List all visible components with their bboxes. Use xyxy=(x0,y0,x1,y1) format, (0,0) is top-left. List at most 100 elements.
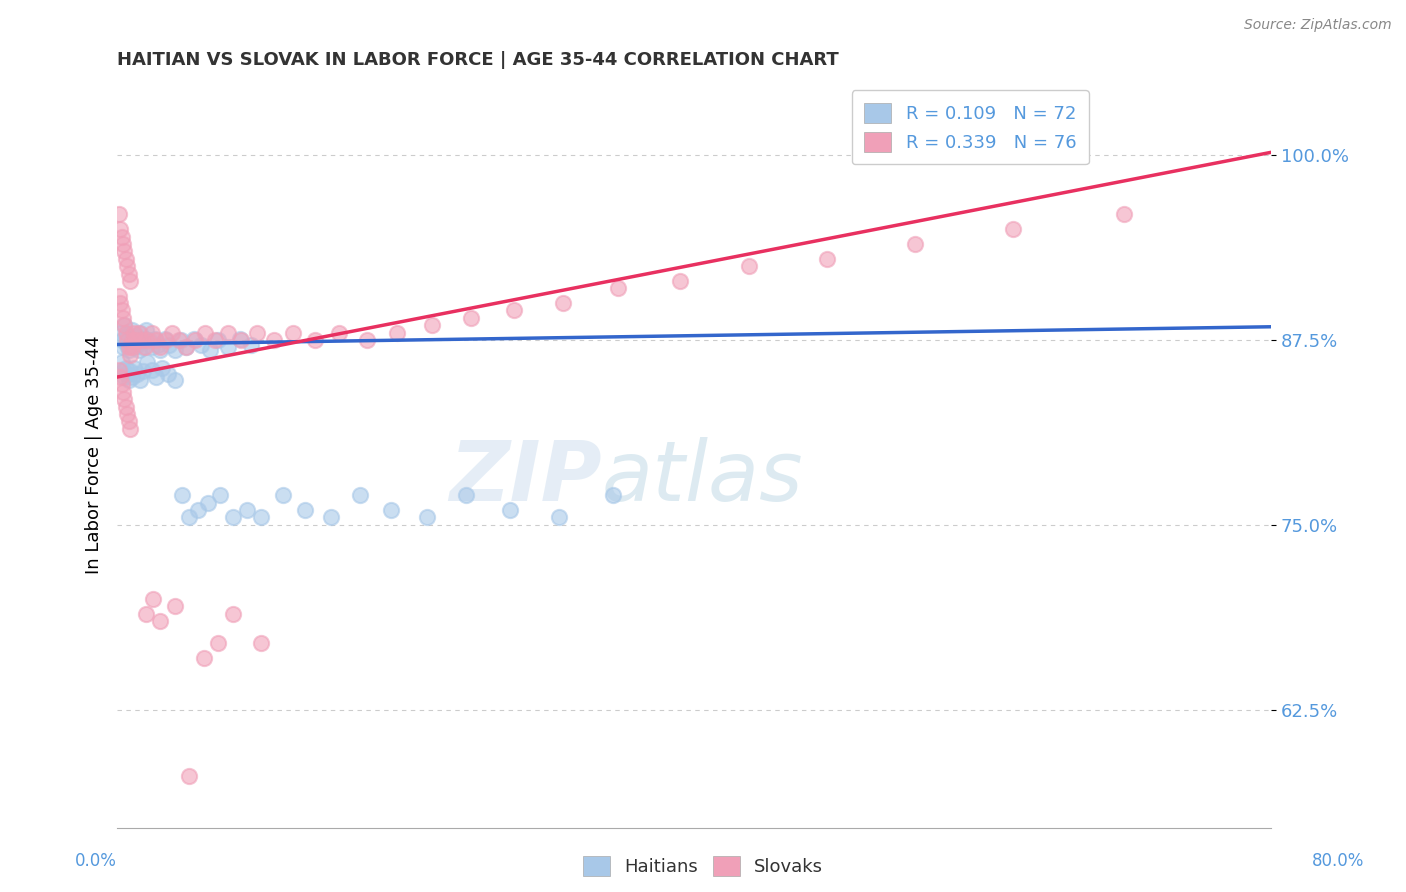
Point xyxy=(221,607,243,621)
Point xyxy=(125,328,148,343)
Point xyxy=(207,333,229,347)
Point xyxy=(124,341,146,355)
Point xyxy=(184,333,207,347)
Point xyxy=(179,769,201,783)
Point xyxy=(217,341,239,355)
Point xyxy=(131,333,153,347)
Point xyxy=(129,326,152,340)
Point xyxy=(197,496,219,510)
Legend: R = 0.109   N = 72, R = 0.339   N = 76: R = 0.109 N = 72, R = 0.339 N = 76 xyxy=(852,90,1090,164)
Point xyxy=(547,510,569,524)
Point xyxy=(110,229,132,244)
Point xyxy=(117,337,139,351)
Point xyxy=(111,310,134,325)
Point xyxy=(149,341,172,355)
Point xyxy=(198,343,221,358)
Point xyxy=(115,400,138,414)
Point xyxy=(115,328,138,343)
Point xyxy=(606,281,628,295)
Point xyxy=(738,259,761,273)
Point xyxy=(229,332,252,346)
Point xyxy=(120,364,142,378)
Point xyxy=(112,244,135,259)
Point xyxy=(163,343,186,358)
Point xyxy=(1001,222,1024,236)
Point xyxy=(904,237,927,252)
Point xyxy=(136,355,159,369)
Point xyxy=(271,488,294,502)
Point xyxy=(132,341,155,355)
Point xyxy=(145,333,167,347)
Point xyxy=(110,303,132,318)
Point xyxy=(131,333,153,347)
Point xyxy=(118,341,141,355)
Point xyxy=(108,326,131,340)
Point xyxy=(111,384,134,399)
Point xyxy=(231,333,253,347)
Point xyxy=(169,333,191,347)
Point xyxy=(157,337,180,351)
Point xyxy=(498,503,520,517)
Point xyxy=(121,323,143,337)
Point xyxy=(112,318,135,333)
Point xyxy=(108,370,131,384)
Point xyxy=(460,310,482,325)
Point xyxy=(110,355,132,369)
Point xyxy=(815,252,838,266)
Point xyxy=(176,341,198,355)
Text: 80.0%: 80.0% xyxy=(1312,852,1365,870)
Point xyxy=(134,332,156,346)
Point xyxy=(179,510,201,524)
Point xyxy=(1112,207,1135,221)
Point xyxy=(117,407,139,421)
Point xyxy=(120,348,142,362)
Point xyxy=(111,237,134,252)
Point xyxy=(150,361,173,376)
Point xyxy=(551,296,574,310)
Point xyxy=(190,337,212,351)
Point xyxy=(221,510,243,524)
Point xyxy=(187,503,209,517)
Point xyxy=(160,326,183,340)
Point xyxy=(145,370,167,384)
Text: HAITIAN VS SLOVAK IN LABOR FORCE | AGE 35-44 CORRELATION CHART: HAITIAN VS SLOVAK IN LABOR FORCE | AGE 3… xyxy=(117,51,839,69)
Point xyxy=(120,332,142,346)
Point xyxy=(118,373,141,387)
Point xyxy=(385,326,408,340)
Point xyxy=(668,274,690,288)
Point xyxy=(132,364,155,378)
Point xyxy=(111,341,134,355)
Text: 0.0%: 0.0% xyxy=(75,852,117,870)
Point xyxy=(117,259,139,273)
Point xyxy=(149,343,172,358)
Point xyxy=(112,318,135,333)
Point xyxy=(143,332,166,346)
Point xyxy=(240,337,263,351)
Point xyxy=(193,651,215,665)
Point xyxy=(263,333,285,347)
Point xyxy=(194,326,217,340)
Point xyxy=(135,607,157,621)
Point xyxy=(163,373,186,387)
Point xyxy=(121,341,143,355)
Point xyxy=(250,510,273,524)
Point xyxy=(420,318,443,333)
Point xyxy=(246,326,269,340)
Point xyxy=(112,370,135,384)
Point xyxy=(416,510,439,524)
Point xyxy=(155,333,177,347)
Point xyxy=(319,510,342,524)
Point xyxy=(108,222,131,236)
Point xyxy=(107,289,129,303)
Point xyxy=(118,267,141,281)
Point xyxy=(110,377,132,392)
Text: Source: ZipAtlas.com: Source: ZipAtlas.com xyxy=(1244,18,1392,32)
Point xyxy=(122,333,145,347)
Point xyxy=(117,333,139,347)
Point xyxy=(207,636,229,650)
Point xyxy=(456,488,478,502)
Point xyxy=(208,488,231,502)
Point xyxy=(250,636,273,650)
Point xyxy=(141,341,163,355)
Point xyxy=(115,361,138,376)
